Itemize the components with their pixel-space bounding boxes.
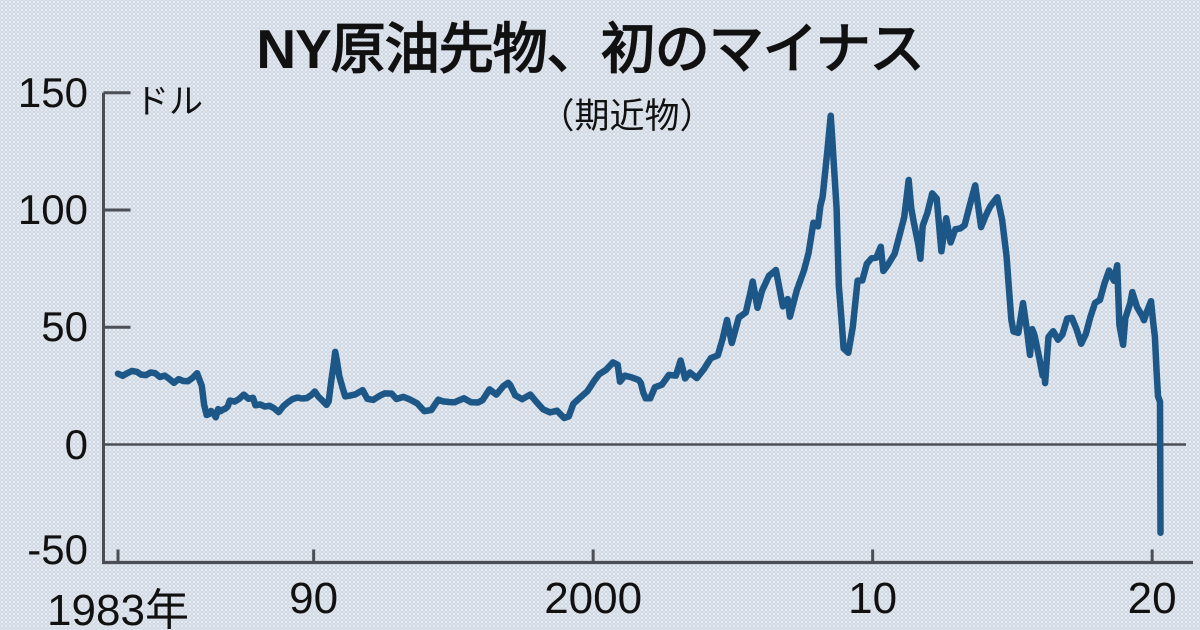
- y-axis-unit-label: ドル: [135, 83, 203, 121]
- x-tick-label: 10: [848, 574, 898, 623]
- x-tick-label: 2000: [544, 574, 643, 623]
- x-tick-label: 1983年: [47, 586, 189, 630]
- chart-subtitle: （期近物）: [539, 97, 715, 136]
- chart-title: NY原油先物、初のマイナス: [256, 18, 924, 80]
- y-tick-label: 50: [41, 303, 88, 351]
- x-tick-label: 20: [1127, 574, 1177, 623]
- price-line: [114, 112, 1164, 536]
- y-tick-label: 100: [17, 186, 88, 233]
- y-tick-label: -50: [27, 526, 88, 573]
- y-tick-label: 0: [64, 420, 88, 468]
- x-tick-label: 90: [289, 574, 339, 623]
- y-tick-label: 150: [17, 68, 88, 116]
